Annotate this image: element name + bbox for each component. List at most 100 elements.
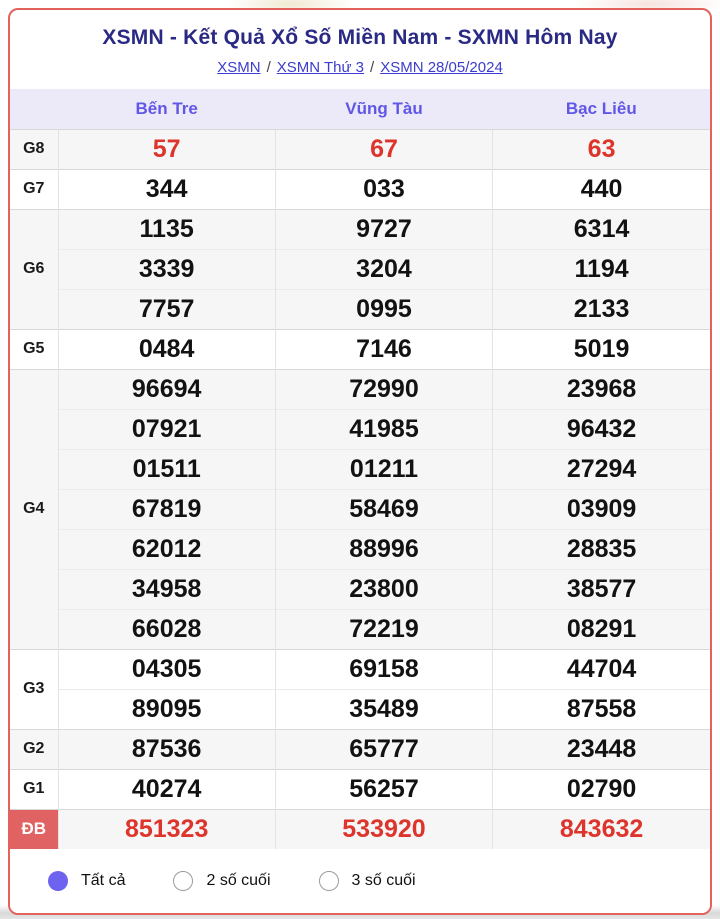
result-cell: 41985 <box>274 408 493 449</box>
result-cell: 89095 <box>57 688 276 729</box>
radio-selected-icon[interactable] <box>48 871 68 891</box>
result-cell: 67 <box>274 128 493 169</box>
result-cell: 1135 <box>57 208 276 249</box>
radio-label: Tất cả <box>81 872 126 889</box>
result-cell: 04305 <box>57 648 276 689</box>
result-cell: 58469 <box>274 488 493 529</box>
result-cell: 65777 <box>274 728 493 769</box>
prize-label-g2: G2 <box>10 728 58 769</box>
table-row: 67819 58469 03909 <box>10 488 710 529</box>
result-cell: 87558 <box>492 688 710 729</box>
result-cell: 2133 <box>492 288 710 329</box>
result-cell: 38577 <box>492 568 710 609</box>
radio-option-last-2-digits[interactable]: 2 số cuối <box>173 871 271 891</box>
breadcrumb: XSMN / XSMN Thứ 3 / XSMN 28/05/2024 <box>20 57 700 79</box>
prize-label-g8: G8 <box>10 128 58 169</box>
table-row: 62012 88996 28835 <box>10 528 710 569</box>
result-cell: 66028 <box>57 608 276 649</box>
result-cell: 1194 <box>492 248 710 289</box>
result-cell: 07921 <box>57 408 276 449</box>
result-cell: 5019 <box>492 328 710 369</box>
table-row: G5 0484 7146 5019 <box>10 328 710 369</box>
result-cell: 67819 <box>57 488 276 529</box>
result-cell: 69158 <box>274 648 493 689</box>
result-cell: 533920 <box>274 808 493 849</box>
table-row-jackpot: ĐB 851323 533920 843632 <box>10 808 710 849</box>
result-cell: 72219 <box>274 608 493 649</box>
result-cell: 440 <box>492 168 710 209</box>
table-row: G1 40274 56257 02790 <box>10 768 710 809</box>
display-mode-radio-group: Tất cả 2 số cuối 3 số cuối <box>10 849 710 913</box>
results-table: Bến Tre Vũng Tàu Bạc Liêu G8 57 67 63 G7… <box>10 89 710 849</box>
result-cell: 08291 <box>492 608 710 649</box>
result-cell: 96432 <box>492 408 710 449</box>
breadcrumb-separator: / <box>266 59 271 76</box>
page-title: XSMN - Kết Quả Xổ Số Miền Nam - SXMN Hôm… <box>102 26 618 49</box>
result-cell: 02790 <box>492 768 710 809</box>
table-row: G2 87536 65777 23448 <box>10 728 710 769</box>
column-header-vung-tau: Vũng Tàu <box>275 89 493 129</box>
table-row: 07921 41985 96432 <box>10 408 710 449</box>
result-cell: 40274 <box>57 768 276 809</box>
table-row: G6 1135 9727 6314 <box>10 208 710 329</box>
radio-option-last-3-digits[interactable]: 3 số cuối <box>318 871 416 891</box>
result-cell: 72990 <box>274 368 493 409</box>
result-cell: 56257 <box>274 768 493 809</box>
table-row: 3339 3204 1194 <box>10 248 710 289</box>
table-row: 34958 23800 38577 <box>10 568 710 609</box>
card-header: XSMN - Kết Quả Xổ Số Miền Nam - SXMN Hôm… <box>10 10 710 89</box>
result-cell: 96694 <box>57 368 276 409</box>
result-cell: 44704 <box>492 648 710 689</box>
breadcrumb-separator: / <box>370 59 375 76</box>
radio-label: 2 số cuối <box>206 872 271 889</box>
result-cell: 88996 <box>274 528 493 569</box>
result-cell: 9727 <box>274 208 493 249</box>
table-header-row: Bến Tre Vũng Tàu Bạc Liêu <box>10 89 710 129</box>
result-cell: 0995 <box>274 288 493 329</box>
table-row: 01511 01211 27294 <box>10 448 710 489</box>
table-row: G4 96694 72990 23968 <box>10 368 710 649</box>
result-cell: 34958 <box>57 568 276 609</box>
table-row: G3 04305 69158 44704 <box>10 648 710 729</box>
breadcrumb-link-xsmn-thu-3[interactable]: XSMN Thứ 3 <box>276 59 365 76</box>
result-cell: 27294 <box>492 448 710 489</box>
table-row: 7757 0995 2133 <box>10 288 710 329</box>
result-cell: 35489 <box>274 688 493 729</box>
column-header-ben-tre: Bến Tre <box>58 89 276 129</box>
result-cell: 01511 <box>57 448 276 489</box>
result-cell: 23800 <box>274 568 493 609</box>
table-row: G7 344 033 440 <box>10 168 710 209</box>
result-cell: 28835 <box>492 528 710 569</box>
prize-label-db: ĐB <box>10 808 58 849</box>
prize-label-g6: G6 <box>10 208 58 329</box>
result-cell: 01211 <box>274 448 493 489</box>
radio-option-all[interactable]: Tất cả <box>48 871 125 891</box>
lottery-results-card: XSMN - Kết Quả Xổ Số Miền Nam - SXMN Hôm… <box>8 8 712 915</box>
breadcrumb-link-xsmn-date[interactable]: XSMN 28/05/2024 <box>380 59 503 76</box>
prize-label-g5: G5 <box>10 328 58 369</box>
prize-label-g4: G4 <box>10 368 58 649</box>
radio-unselected-icon[interactable] <box>318 871 339 891</box>
result-cell: 63 <box>492 128 710 169</box>
result-cell: 03909 <box>492 488 710 529</box>
result-cell: 0484 <box>57 328 276 369</box>
prize-label-g7: G7 <box>10 168 58 209</box>
result-cell: 62012 <box>57 528 276 569</box>
result-cell: 23448 <box>492 728 710 769</box>
table-row: 66028 72219 08291 <box>10 608 710 649</box>
result-cell: 033 <box>274 168 493 209</box>
radio-unselected-icon[interactable] <box>173 871 194 891</box>
result-cell: 7146 <box>274 328 493 369</box>
result-cell: 344 <box>57 168 276 209</box>
result-cell: 3204 <box>274 248 493 289</box>
result-cell: 6314 <box>492 208 710 249</box>
breadcrumb-link-xsmn[interactable]: XSMN <box>217 59 261 76</box>
result-cell: 3339 <box>57 248 276 289</box>
radio-label: 3 số cuối <box>351 872 416 889</box>
result-cell: 7757 <box>57 288 276 329</box>
prize-label-g3: G3 <box>10 648 58 729</box>
prize-label-g1: G1 <box>10 768 58 809</box>
result-cell: 87536 <box>57 728 276 769</box>
result-cell: 851323 <box>57 808 276 849</box>
table-row: 89095 35489 87558 <box>10 688 710 729</box>
